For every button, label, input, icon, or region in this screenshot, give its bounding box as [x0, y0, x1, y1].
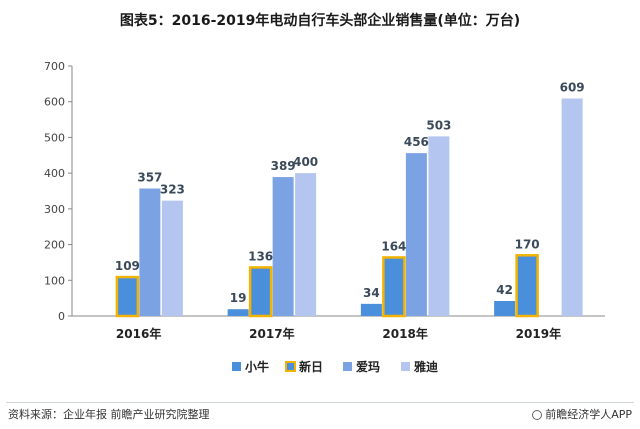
- chart-title: 图表5：2016-2019年电动自行车头部企业销售量(单位：万台): [119, 13, 521, 29]
- bar-小牛-2018年: [360, 303, 382, 316]
- data-label: 456: [404, 135, 429, 149]
- data-label: 109: [115, 259, 140, 273]
- data-label: 357: [137, 171, 162, 185]
- x-category-label: 2017年: [249, 326, 294, 341]
- data-label: 389: [271, 159, 296, 173]
- bar-新日-2016年: [115, 275, 140, 318]
- bar-新日-2017年: [248, 266, 273, 318]
- data-label: 400: [293, 155, 318, 169]
- legend: 小牛 新日 爱玛 雅迪: [232, 359, 438, 374]
- y-tick-label: 300: [44, 203, 65, 216]
- legend-label: 小牛: [245, 359, 269, 374]
- bar-小牛-2019年: [494, 301, 516, 316]
- data-label: 323: [160, 183, 185, 197]
- data-label: 19: [230, 291, 247, 305]
- bar-新日-2019年: [515, 254, 539, 318]
- y-axis: 0 100 200 300 400 500 600 700: [44, 60, 73, 323]
- brand-credit: 前瞻经济学人APP: [532, 406, 632, 422]
- y-tick-label: 200: [44, 239, 65, 252]
- legend-swatch: [285, 361, 296, 372]
- y-tick-label: 100: [44, 274, 65, 287]
- legend-swatch: [343, 362, 352, 371]
- y-tick-label: 600: [44, 96, 65, 109]
- data-label: 34: [363, 286, 380, 300]
- brand-text: 前瞻经济学人APP: [545, 408, 632, 421]
- bar-雅迪-2016年: [161, 200, 183, 316]
- bar-雅迪-2019年: [561, 98, 583, 316]
- bar-雅迪-2018年: [428, 136, 450, 316]
- brand-logo-icon: [532, 410, 543, 420]
- y-tick-label: 500: [44, 131, 65, 144]
- data-label: 609: [560, 81, 585, 95]
- data-label: 136: [248, 249, 273, 263]
- x-category-label: 2019年: [516, 326, 561, 341]
- y-tick-label: 400: [44, 167, 65, 180]
- footer-divider: [6, 402, 634, 403]
- footer: 资料来源：企业年报 前瞻产业研究院整理 前瞻经济学人APP: [0, 402, 640, 429]
- source-note: 资料来源：企业年报 前瞻产业研究院整理: [8, 408, 210, 421]
- legend-label: 爱玛: [356, 359, 380, 374]
- data-label: 503: [426, 118, 451, 132]
- y-tick-label: 700: [44, 60, 65, 73]
- bar-爱玛-2017年: [272, 177, 294, 316]
- bar-新日-2018年: [382, 256, 406, 318]
- bar-爱玛-2018年: [405, 153, 427, 316]
- data-label: 164: [381, 239, 406, 253]
- legend-label: 新日: [299, 359, 323, 374]
- data-label: 170: [515, 237, 540, 251]
- x-category-label: 2016年: [116, 326, 161, 341]
- bar-爱玛-2016年: [139, 188, 161, 316]
- data-label: 42: [496, 283, 513, 297]
- bar-雅迪-2017年: [295, 173, 317, 316]
- bar-小牛-2017年: [227, 309, 249, 316]
- y-tick-label: 0: [58, 310, 65, 323]
- legend-label: 雅迪: [413, 359, 438, 374]
- legend-swatch: [232, 362, 241, 371]
- x-category-label: 2018年: [382, 326, 427, 341]
- legend-swatch: [401, 362, 410, 371]
